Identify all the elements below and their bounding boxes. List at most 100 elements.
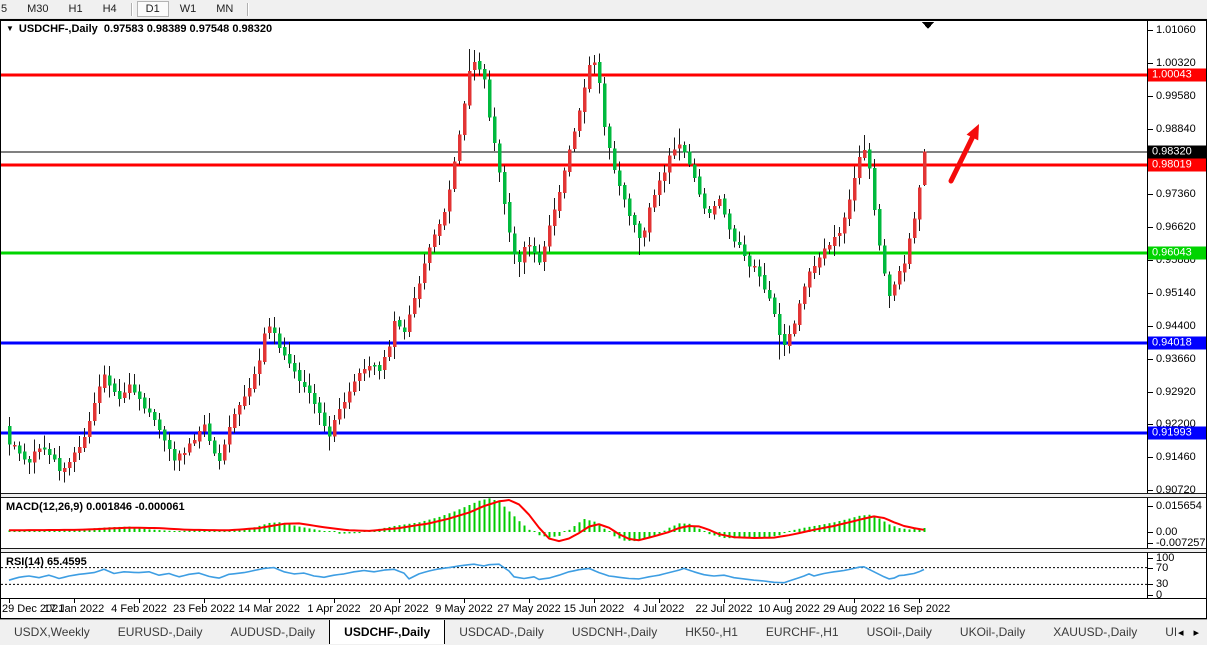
price-level-tag: 0.94018 [1148,336,1206,350]
trend-arrow[interactable] [948,124,979,184]
candle-down [617,170,622,187]
rsi-tick-label: 0 [1156,589,1163,598]
candle-down [502,172,507,204]
symbol-tab-usdcad-daily[interactable]: USDCAD-,Daily [459,625,544,639]
candle-up [232,413,237,428]
candle-up [92,402,97,422]
candle-up [452,161,457,190]
rsi-canvas[interactable] [1,553,1148,598]
candle-down [777,313,782,336]
candle-up [817,257,822,268]
candle-up [837,233,842,237]
candle-down [212,440,217,454]
rsi-tick-label: 30 [1156,578,1169,590]
macd-axis[interactable]: 0.015654 0.00 -0.007257 [1147,498,1206,548]
candle-up [922,151,927,185]
candle-up [902,263,907,273]
timeframe-button-m30[interactable]: M30 [27,3,49,15]
candle-up [422,263,427,284]
symbol-tab-usoil-daily[interactable]: USOil-,Daily [866,625,932,639]
candle-down [877,209,882,246]
date-label: 15 Jun 2022 [563,603,625,615]
candle-down [507,202,512,233]
timeframe-button-h4[interactable]: H4 [102,3,117,15]
chart-shift-marker-icon[interactable] [922,22,934,29]
price-tick-dash [1148,358,1153,360]
candle-down [287,353,292,364]
symbol-tab-eurusd-daily[interactable]: EURUSD-,Daily [117,625,203,639]
candle-up [677,144,682,149]
macd-panel[interactable]: MACD(12,26,9) 0.001846 -0.000061 0.01565… [1,498,1206,548]
symbol-period-label: USDCHF-,Daily [18,23,98,35]
symbol-tab-ukoil-daily[interactable]: UKOil-,Daily [959,625,1026,639]
symbol-tab-ukoil-da[interactable]: UKOil-,Da [1165,625,1176,639]
candle-up [332,419,337,437]
candle-down [767,289,772,299]
candle-down [372,365,377,367]
date-axis[interactable]: 29 Dec 2021 17 Jan 2022 4 Feb 2022 23 Feb 2… [1,598,1206,618]
candle-down [307,385,312,394]
tabs-scroll-right-icon[interactable]: ▸ [1193,626,1199,639]
date-label: 23 Feb 2022 [173,603,235,615]
price-tick-label: 0.92920 [1156,385,1196,398]
price-axis[interactable]: 1.010601.003200.995800.988400.981000.973… [1147,21,1206,493]
macd-signal-line [8,499,925,543]
candle-up [437,224,442,237]
date-tickmark [139,599,140,603]
candle-up [367,366,372,371]
candle-down [107,375,112,386]
date-tickmark [529,599,530,603]
candle-down [632,215,637,225]
candle-up [802,286,807,304]
candle-up [202,424,207,432]
candle-down [7,426,12,445]
symbol-tab-usdcnh-daily[interactable]: USDCNH-,Daily [571,625,658,639]
price-tick-dash [1148,62,1153,64]
candle-up [527,245,532,247]
candle-up [907,238,912,265]
timeframe-button-d1[interactable]: D1 [136,1,169,17]
date-label: 9 May 2022 [435,603,493,615]
candle-up [382,356,387,370]
candle-up [67,461,72,468]
panel-splitter[interactable] [1,548,1206,553]
symbol-tab-audusd-daily[interactable]: AUDUSD-,Daily [230,625,316,639]
rsi-panel[interactable]: RSI(14) 65.4595 100 70 30 0 [1,553,1206,598]
symbol-tab-usdchf-daily[interactable]: USDCHF-,Daily [329,620,446,644]
candle-down [692,164,697,178]
symbol-tab-usdx-weekly[interactable]: USDX,Weekly [14,625,90,639]
symbol-tab-xauusd-daily[interactable]: XAUUSD-,Daily [1053,625,1138,639]
candle-down [207,423,212,441]
candle-up [552,209,557,226]
candle-up [662,172,667,182]
collapse-triangle-icon[interactable]: ▼ [6,24,14,33]
price-panel[interactable]: ▼ USDCHF-,Daily 0.97583 0.98389 0.97548 0… [1,21,1206,493]
timeframe-button-5[interactable]: 5 [1,3,8,15]
timeframe-button-w1[interactable]: W1 [179,3,197,15]
candle-up [267,326,272,334]
price-level-tag: 0.98320 [1148,145,1206,159]
date-label: 27 May 2022 [497,603,561,615]
price-tick-dash [1148,489,1153,491]
candle-down [162,429,167,441]
candle-up [472,62,477,71]
candle-up [177,453,182,461]
symbol-tab-eurchf-h1[interactable]: EURCHF-,H1 [765,625,839,639]
candle-down [402,327,407,332]
candle-up [792,323,797,334]
symbol-tab-hk50-h1[interactable]: HK50-,H1 [685,625,738,639]
timeframe-button-mn[interactable]: MN [216,3,234,15]
panel-splitter[interactable] [1,493,1206,498]
candle-up [77,446,82,453]
candle-up [447,189,452,212]
quote-ohlc-label: 0.97583 0.98389 0.97548 0.98320 [103,23,273,35]
macd-canvas[interactable] [1,498,1148,548]
timeframe-button-h1[interactable]: H1 [68,3,83,15]
tabs-scroll-left-icon[interactable]: ◂ [1177,626,1184,639]
candle-up [467,70,472,106]
rsi-axis[interactable]: 100 70 30 0 [1147,553,1206,598]
candle-down [482,69,487,80]
candle-up [587,65,592,90]
price-chart-canvas[interactable] [1,21,1148,493]
candle-up [442,212,447,226]
